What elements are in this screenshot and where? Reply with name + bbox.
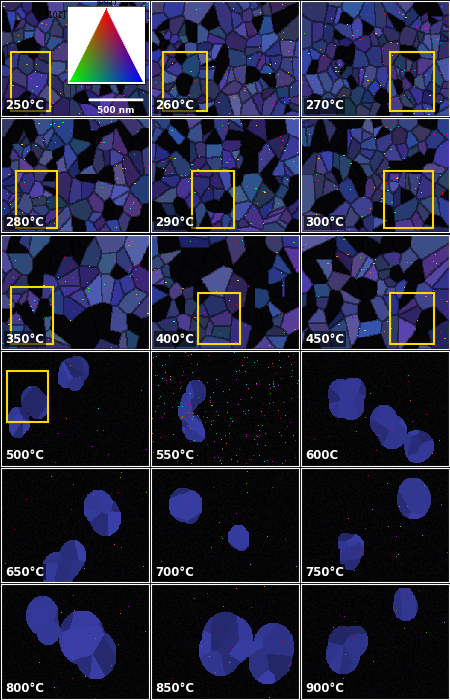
Bar bbox=[162, 52, 207, 111]
Bar bbox=[390, 293, 434, 344]
Text: 600C: 600C bbox=[305, 449, 338, 462]
Text: 800°C: 800°C bbox=[5, 682, 45, 695]
Text: 280°C: 280°C bbox=[5, 216, 45, 229]
Bar bbox=[11, 52, 50, 111]
Text: 300°C: 300°C bbox=[305, 216, 344, 229]
Text: 850°C: 850°C bbox=[155, 682, 194, 695]
Bar bbox=[11, 287, 53, 344]
Bar bbox=[192, 171, 234, 228]
Text: 450°C: 450°C bbox=[305, 332, 344, 346]
Text: 290°C: 290°C bbox=[155, 216, 194, 229]
Text: 900°C: 900°C bbox=[305, 682, 344, 695]
Bar bbox=[7, 370, 49, 422]
Text: 500 nm: 500 nm bbox=[97, 106, 135, 115]
Bar bbox=[390, 52, 434, 111]
Text: 750°C: 750°C bbox=[305, 566, 344, 579]
Text: 250°C: 250°C bbox=[5, 99, 45, 113]
Text: 700°C: 700°C bbox=[155, 566, 194, 579]
Text: 400°C: 400°C bbox=[155, 332, 194, 346]
Text: 550°C: 550°C bbox=[155, 449, 194, 462]
Text: 270°C: 270°C bbox=[305, 99, 344, 113]
Bar bbox=[384, 171, 433, 228]
Text: 500°C: 500°C bbox=[5, 449, 45, 462]
Bar bbox=[16, 171, 57, 228]
Text: 260°C: 260°C bbox=[155, 99, 194, 113]
Bar bbox=[198, 293, 240, 344]
Text: 350°C: 350°C bbox=[5, 332, 45, 346]
Text: 650°C: 650°C bbox=[5, 566, 45, 579]
